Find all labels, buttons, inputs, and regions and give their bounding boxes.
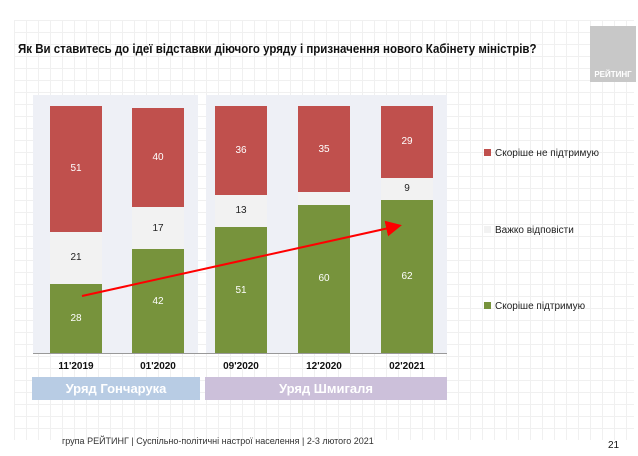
data-label: 9 bbox=[404, 183, 410, 195]
legend-item-support: Скоріше підтримую bbox=[484, 301, 585, 312]
bar-segment: 29 bbox=[381, 106, 433, 178]
x-tick-label: 02'2021 bbox=[389, 361, 425, 372]
data-label: 35 bbox=[318, 143, 330, 155]
bar-segment: 28 bbox=[50, 283, 102, 353]
bar-segment: 35 bbox=[298, 106, 350, 193]
x-tick-label: 12'2020 bbox=[306, 361, 342, 372]
data-label: 42 bbox=[152, 295, 164, 307]
legend-swatch bbox=[484, 302, 491, 309]
data-label: 62 bbox=[401, 270, 413, 282]
x-tick-label: 09'2020 bbox=[223, 361, 259, 372]
bar-segment: 36 bbox=[215, 106, 267, 195]
data-label: 17 bbox=[152, 222, 164, 234]
data-label: 51 bbox=[235, 284, 247, 296]
bar-segment: 13 bbox=[215, 194, 267, 228]
data-label: 36 bbox=[235, 144, 247, 156]
data-label: 28 bbox=[70, 312, 82, 324]
page-title: Як Ви ставитесь до ідеї відставки діючог… bbox=[18, 42, 537, 56]
bar-segment: 9 bbox=[381, 177, 433, 200]
bar-segment: 21 bbox=[50, 231, 102, 284]
data-label: 21 bbox=[70, 252, 82, 264]
bar-segment: 51 bbox=[50, 106, 102, 232]
bar-segment: 17 bbox=[132, 207, 184, 250]
bar-segment: 42 bbox=[132, 249, 184, 353]
group-banner-shmyhal: Уряд Шмигаля bbox=[205, 377, 447, 400]
data-label: 40 bbox=[152, 152, 164, 164]
page-number: 21 bbox=[608, 440, 620, 451]
data-label: 13 bbox=[235, 205, 247, 217]
bar-segment: 40 bbox=[132, 108, 184, 208]
legend-item-not-support: Скоріше не підтримую bbox=[484, 148, 599, 159]
legend-swatch bbox=[484, 149, 491, 156]
group-banner-honcharuk: Уряд Гончарука bbox=[32, 377, 200, 400]
x-axis bbox=[33, 353, 447, 354]
legend-swatch bbox=[484, 226, 491, 233]
data-label: 29 bbox=[401, 136, 413, 148]
x-tick-label: 11'2019 bbox=[58, 361, 94, 372]
footer-text: група РЕЙТИНГ | Суспільно-політичні наст… bbox=[62, 436, 374, 446]
x-tick-label: 01'2020 bbox=[140, 361, 176, 372]
data-label: 51 bbox=[70, 163, 82, 175]
rating-logo: РЕЙТИНГ bbox=[590, 26, 636, 82]
bar-segment: 51 bbox=[215, 227, 267, 353]
legend-item-hard-to-say: Важко відповісти bbox=[484, 225, 574, 236]
bar-segment: 60 bbox=[298, 204, 350, 353]
data-label: 60 bbox=[318, 273, 330, 285]
